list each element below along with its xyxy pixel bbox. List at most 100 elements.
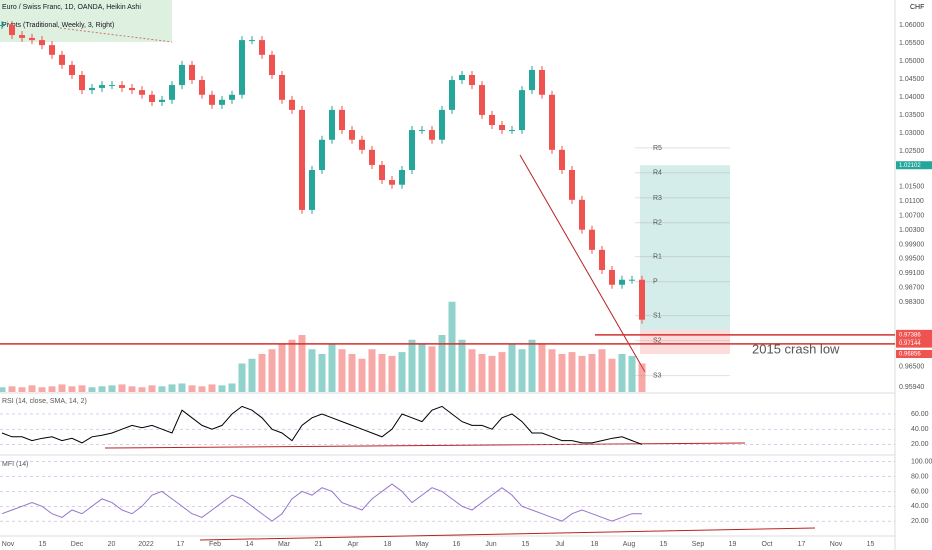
volume-bar [588,354,596,392]
candle [519,90,525,131]
annotation: 2015 crash low [752,341,840,356]
candle [339,109,345,131]
y-tick-label: 1.06000 [899,22,924,29]
x-tick-label: May [415,541,429,548]
indicator-label: MFI (14) [2,461,28,468]
volume-bar [228,383,236,392]
stop-zone [640,329,730,355]
volume-bar [418,344,426,392]
price-tag [896,161,932,170]
candle [549,94,555,150]
volume-bar [168,384,176,392]
candle [149,94,155,102]
y-tick-label: 0.98300 [899,299,924,306]
volume-bar [348,354,356,392]
pivot-label: R4 [653,170,662,177]
candle [439,109,445,140]
candle [119,85,125,88]
volume-bar [448,301,456,392]
volume-bar [108,385,116,392]
trend-line [519,154,646,373]
y-tick-label: 60.00 [911,411,929,418]
x-tick-label: Mar [278,541,291,548]
candle [609,270,615,285]
pivot-label: R1 [653,254,662,261]
indicator-label: RSI (14, close, SMA, 14, 2) [2,398,87,405]
pivot-label: R2 [653,220,662,227]
candle [619,279,625,285]
y-tick-label: 0.98700 [899,284,924,291]
y-tick-label: 1.00700 [899,213,924,220]
indicator-label: Pivots (Traditional, Weekly, 3, Right) [2,22,114,29]
pivot-label: R5 [653,145,662,152]
volume-bar [88,387,96,392]
x-tick-label: 18 [384,541,392,548]
candle [429,130,435,140]
candle [49,45,55,55]
candle [449,80,455,110]
candle [599,249,605,271]
volume-bar [148,385,156,392]
volume-bar [208,384,216,392]
candle [229,94,235,100]
x-tick-label: Apr [348,541,360,548]
candle [259,40,265,55]
volume-bar [538,344,546,392]
volume-bar [48,386,56,392]
candle [479,85,485,115]
drawing-line [59,27,173,43]
pivot-label: S3 [653,373,662,380]
volume-bar [278,344,286,392]
candle [499,125,505,131]
x-tick-label: 14 [246,541,254,548]
x-tick-label: 15 [660,541,668,548]
candle [379,164,385,181]
x-tick-label: 21 [315,541,323,548]
candle [459,74,465,81]
x-tick-label: Nov [2,541,15,548]
candle [409,130,415,170]
volume-bar [468,349,476,392]
x-tick-label: Sep [692,541,705,548]
volume-bar [258,354,266,392]
y-tick-label: 1.03000 [899,130,924,137]
volume-bar [498,352,506,392]
volume-bar [98,386,106,392]
volume-bar [548,349,556,392]
volume-bar [288,339,296,392]
y-tick-label: 40.00 [911,503,929,510]
candle [99,85,105,88]
volume-bar [138,387,146,392]
volume-bar [508,344,516,392]
price-tag-label: 1.02102 [899,163,921,169]
price-tag-label: 0.97386 [899,333,921,339]
volume-bar [18,387,26,392]
candle [579,199,585,230]
candle [59,54,65,65]
volume-bar [38,387,46,392]
y-tick-label: 1.01100 [899,198,924,205]
volume-bar [438,335,446,392]
y-tick-label: 1.05000 [899,58,924,65]
volume-bar [28,385,36,392]
currency-label: CHF [910,4,924,11]
candle [629,279,635,281]
volume-bar [158,386,166,392]
y-tick-label: 20.00 [911,441,929,448]
volume-bar [408,339,416,392]
x-tick-label: 18 [591,541,599,548]
pivot-label: P [653,279,658,286]
volume-bar [428,346,436,392]
y-tick-label: 60.00 [911,488,929,495]
volume-bar [518,349,526,392]
candle [319,139,325,170]
candle [329,109,335,140]
y-tick-label: 100.00 [911,459,932,466]
volume-bar [638,363,646,392]
volume-bar [248,358,256,392]
x-tick-label: 17 [177,541,185,548]
x-tick-label: 15 [522,541,530,548]
price-tag [896,330,932,339]
candle [199,80,205,95]
